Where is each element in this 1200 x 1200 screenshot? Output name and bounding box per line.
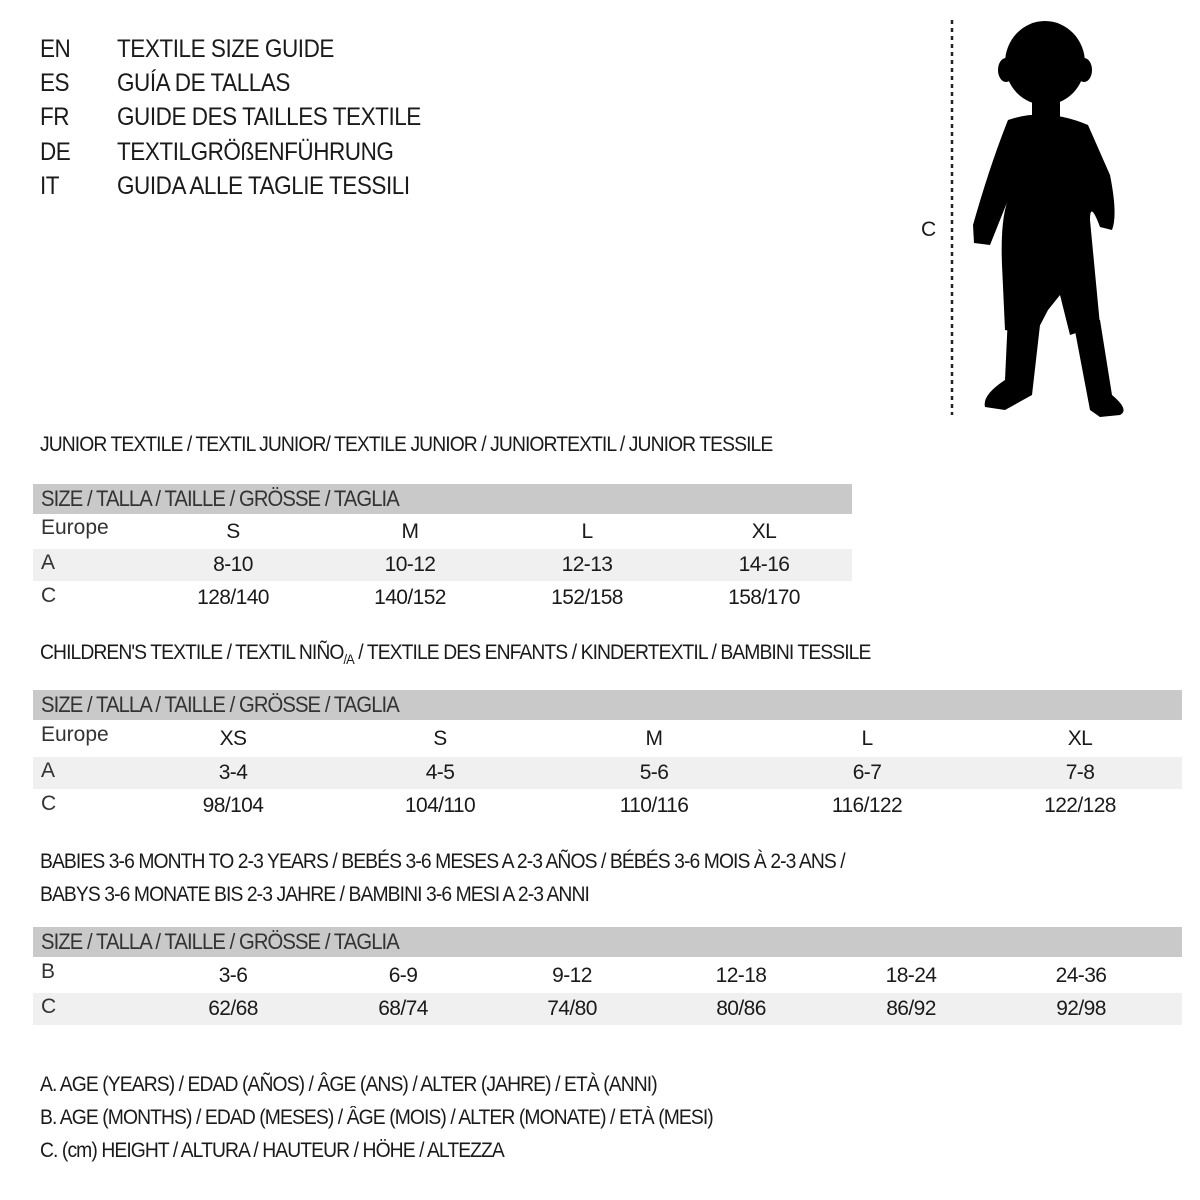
table-header: SIZE / TALLA / TAILLE / GRÖSSE / TAGLIA	[33, 690, 1182, 720]
table-cell: 5-6	[639, 761, 669, 784]
lang-title: GUIDE DES TAILLES TEXTILE	[117, 103, 421, 131]
table-cell: 122/128	[1044, 794, 1116, 817]
lang-code: DE	[40, 138, 71, 166]
lang-title: GUÍA DE TALLAS	[117, 69, 290, 97]
size-header-label: SIZE / TALLA / TAILLE / GRÖSSE / TAGLIA	[41, 929, 400, 954]
table-cell: 62/68	[208, 997, 258, 1020]
table-cell: XL	[751, 520, 777, 543]
table-cell: M	[401, 520, 420, 543]
table-cell: 158/170	[728, 586, 800, 609]
row-label: B	[41, 960, 56, 983]
row-label: Europe	[41, 723, 109, 746]
table-row: A 3-4 4-5 5-6 6-7 7-8	[33, 757, 1182, 789]
table-cell: 10-12	[384, 553, 436, 576]
row-label: Europe	[41, 516, 109, 539]
table-cell: 12-18	[715, 964, 767, 987]
table-cell: 80/86	[716, 997, 766, 1020]
lang-code: FR	[40, 103, 70, 131]
row-label: A	[41, 759, 56, 782]
table-cell: 74/80	[547, 997, 597, 1020]
table-cell: 4-5	[425, 761, 455, 784]
height-dotted-line	[950, 20, 1124, 417]
table-row: B 3-6 6-9 9-12 12-18 18-24 24-36	[33, 960, 1182, 992]
table-cell: S	[433, 727, 447, 750]
table-cell: 128/140	[197, 586, 269, 609]
table-row: C 98/104 104/110 110/116 116/122 122/128	[33, 790, 1182, 822]
table-row: C 62/68 68/74 74/80 80/86 86/92 92/98	[33, 993, 1182, 1025]
table-row: Europe XS S M L XL	[33, 723, 1182, 755]
table-cell: 9-12	[552, 964, 592, 987]
table-cell: 110/116	[619, 794, 689, 817]
title-part: CHILDREN'S TEXTILE / TEXTIL NIÑO	[40, 641, 344, 664]
table-cell: L	[861, 727, 873, 750]
size-header-label: SIZE / TALLA / TAILLE / GRÖSSE / TAGLIA	[41, 486, 400, 511]
table-row: Europe S M L XL	[33, 516, 852, 548]
table-cell: S	[226, 520, 240, 543]
table-cell: 68/74	[378, 997, 428, 1020]
table-cell: 86/92	[886, 997, 936, 1020]
table-cell: 116/122	[831, 794, 903, 817]
babies-section-title: BABYS 3-6 MONATE BIS 2-3 JAHRE / BAMBINI…	[40, 883, 590, 906]
lang-title: GUIDA ALLE TAGLIE TESSILI	[117, 172, 410, 200]
table-cell: 92/98	[1056, 997, 1106, 1020]
row-label: A	[41, 551, 56, 574]
lang-title: TEXTILE SIZE GUIDE	[117, 35, 334, 63]
lang-title: TEXTILGRÖßENFÜHRUNG	[117, 138, 394, 166]
table-cell: 24-36	[1055, 964, 1107, 987]
table-cell: 8-10	[213, 553, 253, 576]
row-label: C	[41, 995, 57, 1018]
title-subscript: /A	[343, 651, 354, 668]
table-cell: L	[581, 520, 593, 543]
legend-item: B. AGE (MONTHS) / EDAD (MESES) / ÂGE (MO…	[40, 1106, 714, 1129]
table-cell: XS	[219, 727, 247, 750]
table-cell: 6-9	[388, 964, 418, 987]
table-cell: 18-24	[885, 964, 937, 987]
table-cell: 140/152	[374, 586, 446, 609]
legend-item: A. AGE (YEARS) / EDAD (AÑOS) / ÂGE (ANS)…	[40, 1073, 658, 1096]
table-cell: 152/158	[551, 586, 623, 609]
table-cell: M	[645, 727, 664, 750]
size-header-label: SIZE / TALLA / TAILLE / GRÖSSE / TAGLIA	[41, 692, 400, 717]
row-label: C	[41, 584, 57, 607]
table-cell: 3-4	[218, 761, 248, 784]
height-label: C	[921, 218, 936, 241]
row-label: C	[41, 792, 57, 815]
table-header: SIZE / TALLA / TAILLE / GRÖSSE / TAGLIA	[33, 927, 1182, 957]
table-cell: 14-16	[738, 553, 790, 576]
legend-item: C. (cm) HEIGHT / ALTURA / HAUTEUR / HÖHE…	[40, 1139, 505, 1162]
table-cell: 12-13	[561, 553, 613, 576]
table-cell: 6-7	[852, 761, 882, 784]
lang-code: EN	[40, 35, 71, 63]
table-cell: XL	[1067, 727, 1093, 750]
table-cell: 7-8	[1065, 761, 1095, 784]
table-header: SIZE / TALLA / TAILLE / GRÖSSE / TAGLIA	[33, 484, 852, 514]
lang-code: IT	[40, 172, 60, 200]
table-row: A 8-10 10-12 12-13 14-16	[33, 549, 852, 581]
table-row: C 128/140 140/152 152/158 158/170	[33, 582, 852, 614]
lang-code: ES	[40, 69, 70, 97]
table-cell: 98/104	[202, 794, 264, 817]
babies-section-title: BABIES 3-6 MONTH TO 2-3 YEARS / BEBÉS 3-…	[40, 850, 846, 873]
baby-silhouette-icon	[973, 21, 1124, 417]
children-section-title: CHILDREN'S TEXTILE / TEXTIL NIÑO/A / TEX…	[40, 641, 871, 668]
table-cell: 3-6	[218, 964, 248, 987]
title-part: / TEXTILE DES ENFANTS / KINDERTEXTIL / B…	[353, 641, 871, 664]
junior-section-title: JUNIOR TEXTILE / TEXTIL JUNIOR/ TEXTILE …	[40, 433, 773, 456]
table-cell: 104/110	[404, 794, 476, 817]
